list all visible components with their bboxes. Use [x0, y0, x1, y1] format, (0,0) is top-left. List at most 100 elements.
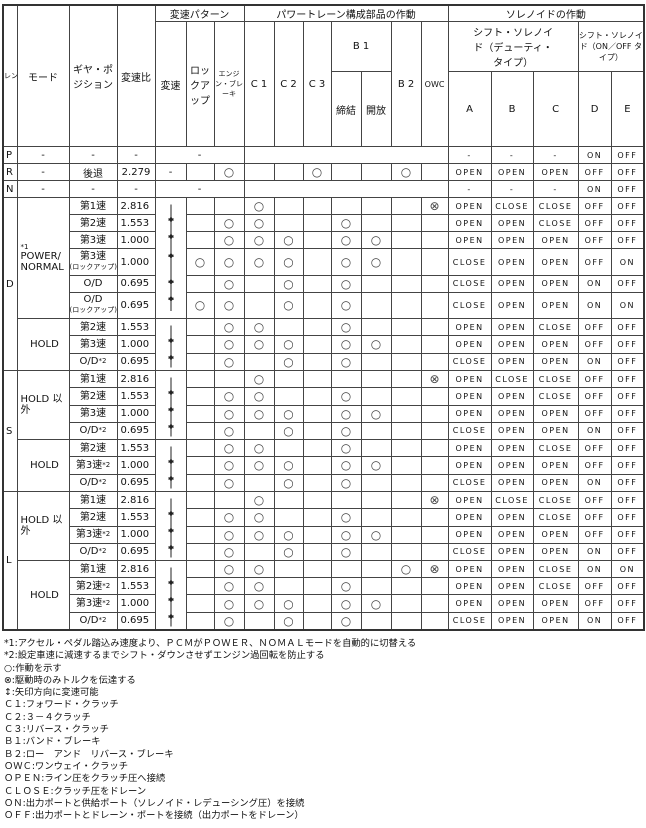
b2-cell	[390, 594, 422, 613]
header-b1-release: 開放	[360, 71, 392, 147]
c2-cell	[273, 490, 304, 510]
gear-cell: 第2速*2	[68, 577, 118, 596]
engine-brake-cell: ○	[213, 559, 245, 579]
range-cell: R	[2, 163, 18, 181]
c3-cell	[302, 231, 332, 250]
header-mode: モード	[16, 4, 70, 147]
gear-label: O/D	[83, 278, 103, 290]
engine-brake-cell: ○	[213, 214, 245, 233]
table-row: R - 後退 2.279- ○ ○ ○ OPEN OPEN OPEN OFF OFF	[2, 163, 645, 181]
solenoid-b-cell: -	[490, 146, 534, 164]
solenoid-c-cell: CLOSE	[532, 559, 579, 579]
b1-engage-cell: ○	[330, 335, 362, 354]
table-row: 第3速 (ロックアップ) 1.000 ○ ○ ○ ○ ○ ○ CLOSE OPEN OPEN OFF ON	[3, 248, 645, 276]
b2-cell	[390, 335, 422, 354]
b2-cell	[390, 611, 422, 631]
solenoid-b-cell: OPEN	[490, 248, 534, 276]
b1-engage-cell: ○	[330, 473, 362, 493]
ratio-cell: 0.695	[116, 473, 156, 493]
gear-label: 第2速	[79, 442, 107, 454]
solenoid-e-cell: OFF	[610, 421, 645, 441]
solenoid-d-cell: OFF	[577, 317, 612, 337]
solenoid-e-cell: OFF	[610, 274, 645, 293]
owc-cell	[420, 317, 449, 337]
legend-note: Ｃ２:３－４クラッチ	[4, 711, 91, 723]
solenoid-c-cell: OPEN	[532, 594, 579, 613]
ratio-cell: 2.816	[116, 196, 156, 216]
header-gear: ギヤ・ポジション	[68, 4, 118, 147]
c3-cell	[302, 352, 332, 372]
b1-release-cell: ○	[360, 404, 392, 423]
solenoid-a-cell: CLOSE	[447, 291, 492, 320]
lockup-cell: ○	[185, 248, 215, 276]
engine-brake-cell: ○	[213, 542, 245, 562]
solenoid-b-cell: OPEN	[490, 525, 534, 544]
legend-note: ＣＬＯＳＥ:クラッチ圧をドレーン	[4, 785, 147, 797]
solenoid-a-cell: OPEN	[447, 335, 492, 354]
owc-cell	[420, 214, 449, 233]
solenoid-e-cell: OFF	[610, 594, 645, 613]
b1-engage-cell: ○	[330, 542, 362, 562]
c2-cell: ○	[273, 335, 304, 354]
solenoid-d-cell: OFF	[577, 231, 612, 250]
lockup-cell	[185, 594, 215, 613]
solenoid-e-cell: OFF	[610, 335, 645, 354]
c1-cell	[243, 352, 275, 372]
shift-arrow-cell	[154, 370, 187, 440]
owc-cell	[420, 163, 449, 181]
c2-cell: ○	[273, 473, 304, 493]
legend-note: ＯＦＦ:出力ポートとドレーン・ポートを接続（出力ポートをドレーン）	[4, 810, 304, 822]
header-range: レンジ	[2, 4, 18, 147]
solenoid-e-cell: OFF	[610, 387, 645, 406]
c3-cell	[302, 611, 332, 631]
solenoid-e-cell: OFF	[610, 508, 645, 527]
c2-cell	[273, 559, 304, 579]
engine-brake-cell: ○	[213, 291, 245, 320]
header-ratio: 変速比	[116, 4, 156, 147]
lockup-sublabel: (ロックアップ)	[69, 263, 117, 272]
gear-label: 第1速	[79, 200, 107, 212]
c3-cell	[302, 196, 332, 216]
owc-cell	[420, 404, 449, 423]
lockup-cell	[185, 196, 215, 216]
solenoid-b-cell: OPEN	[490, 542, 534, 562]
c2-cell	[273, 163, 304, 181]
table-row: O/D (ロックアップ) 0.695 ○ ○ ○ ○ CLOSE OPEN OPEN ON ON	[3, 291, 645, 320]
table-row: P - - - - - - - ON OFF	[2, 146, 645, 164]
engine-brake-cell: ○	[213, 473, 245, 493]
solenoid-c-cell: CLOSE	[532, 387, 579, 406]
solenoid-c-cell: CLOSE	[532, 317, 579, 337]
ratio-cell: -	[116, 180, 156, 198]
range-cell: N	[2, 180, 18, 198]
shift-arrow-icon	[167, 446, 174, 489]
b1-engage-cell	[330, 163, 362, 181]
b1-engage-cell: ○	[330, 438, 362, 458]
mode-cell: -	[16, 163, 70, 181]
owc-cell	[420, 508, 449, 527]
c3-cell	[302, 274, 332, 293]
table-row: O/D 0.695 ○ ○ ○ CLOSE OPEN OPEN ON OFF	[3, 274, 645, 293]
mode-cell: *1 POWER/ NORMAL	[16, 197, 70, 319]
b1-release-cell	[360, 508, 392, 527]
table-row: 第2速*2 1.553 ○ ○ ○ OPEN OPEN CLOSE OFF OFF	[3, 577, 645, 596]
solenoid-e-cell: OFF	[610, 456, 645, 475]
solenoid-a-cell: OPEN	[447, 438, 492, 458]
gear-label: 第3速	[79, 234, 107, 246]
lockup-cell	[185, 438, 215, 458]
solenoid-e-cell: OFF	[610, 542, 645, 562]
b2-cell	[390, 577, 422, 596]
solenoid-a-cell: OPEN	[447, 387, 492, 406]
c1-cell	[243, 291, 275, 320]
solenoid-d-cell: OFF	[577, 214, 612, 233]
owc-cell: ⊗	[420, 369, 449, 389]
powertrain-blank-cell	[243, 180, 449, 198]
solenoid-b-cell: OPEN	[490, 421, 534, 441]
b2-cell	[390, 214, 422, 233]
gear-label: 第1速	[79, 494, 107, 506]
owc-cell	[420, 274, 449, 293]
c1-cell	[243, 274, 275, 293]
b2-cell	[390, 274, 422, 293]
gear-label: 第3速	[75, 459, 103, 471]
range-cell: D	[2, 197, 18, 371]
solenoid-c-cell: CLOSE	[532, 438, 579, 458]
